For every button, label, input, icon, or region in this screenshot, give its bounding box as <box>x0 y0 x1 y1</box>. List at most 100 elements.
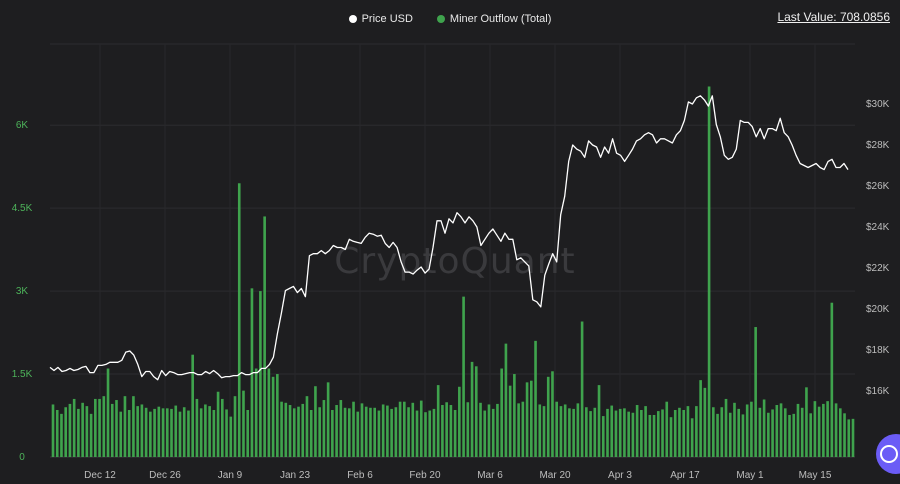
x-axis-tick: Mar 6 <box>477 470 503 481</box>
right-axis-tick: $28K <box>866 140 890 151</box>
outflow-bar <box>60 413 63 457</box>
left-axis-tick: 6K <box>16 120 29 131</box>
outflow-bar <box>352 401 355 457</box>
outflow-bar <box>673 409 677 457</box>
outflow-bar <box>360 403 364 457</box>
outflow-bar <box>314 386 317 457</box>
outflow-bar <box>428 410 432 457</box>
outflow-bar <box>686 406 690 457</box>
outflow-bar <box>335 405 338 457</box>
chat-icon <box>880 445 898 463</box>
right-axis-tick: $26K <box>866 181 890 192</box>
outflow-bar <box>809 413 812 457</box>
outflow-bar <box>614 410 618 457</box>
outflow-bar <box>783 408 787 457</box>
x-axis-tick: Dec 12 <box>84 470 116 481</box>
outflow-bar <box>453 409 457 457</box>
outflow-bar <box>720 407 724 457</box>
outflow-bar <box>762 399 766 457</box>
x-axis-tick: Feb 6 <box>347 470 373 481</box>
outflow-bar <box>411 402 415 457</box>
left-axis-tick: 0 <box>19 452 25 463</box>
outflow-bar <box>521 401 525 457</box>
outflow-bar <box>110 403 114 457</box>
x-axis-tick: Apr 3 <box>608 470 632 481</box>
outflow-bar <box>326 382 330 457</box>
outflow-bar <box>843 413 846 457</box>
outflow-bar <box>817 406 821 457</box>
outflow-bar <box>280 401 283 457</box>
outflow-bar <box>127 409 131 457</box>
x-axis-tick: Dec 26 <box>149 470 181 481</box>
outflow-bar <box>364 406 368 457</box>
outflow-bar <box>94 398 97 457</box>
outflow-bar <box>85 406 89 457</box>
outflow-bar <box>563 404 567 457</box>
outflow-bar <box>221 398 224 457</box>
last-value-link[interactable]: Last Value: 708.0856 <box>777 10 890 24</box>
outflow-bar <box>271 376 275 457</box>
outflow-bar <box>724 398 728 457</box>
outflow-bar <box>771 409 774 457</box>
outflow-bar <box>508 385 512 457</box>
outflow-bar <box>394 407 398 457</box>
outflow-bar <box>149 411 152 457</box>
outflow-bar <box>449 405 453 457</box>
outflow-bar <box>309 409 313 457</box>
x-axis-tick: May 1 <box>736 470 764 481</box>
outflow-bar <box>64 407 68 457</box>
outflow-bar <box>288 405 292 457</box>
outflow-bar <box>182 407 186 457</box>
price-line <box>49 95 849 381</box>
outflow-bar <box>822 403 825 457</box>
outflow-bar <box>419 400 423 457</box>
x-axis-tick: Apr 17 <box>670 470 700 481</box>
outflow-bar <box>157 406 161 457</box>
outflow-bar <box>487 404 491 457</box>
outflow-bar <box>627 411 630 457</box>
outflow-bar <box>191 354 194 457</box>
outflow-bar <box>496 403 499 457</box>
outflow-bar <box>132 396 135 457</box>
outflow-bar <box>140 404 144 457</box>
outflow-bar <box>263 216 266 457</box>
outflow-bar <box>462 296 465 457</box>
outflow-bar <box>750 401 753 457</box>
outflow-bar <box>390 408 393 457</box>
outflow-bar <box>436 385 440 457</box>
outflow-bar <box>775 405 779 457</box>
chat-support-button[interactable] <box>876 434 900 474</box>
outflow-bar <box>403 401 406 457</box>
x-axis-tick: Jan 23 <box>280 470 310 481</box>
legend-item-outflow[interactable]: Miner Outflow (Total) <box>436 10 551 28</box>
outflow-bar <box>233 396 237 457</box>
outflow-bar <box>339 400 343 457</box>
outflow-bar <box>119 411 123 457</box>
outflow-bar <box>170 408 173 457</box>
outflow-bar <box>98 398 101 457</box>
outflow-bar <box>788 414 791 457</box>
right-axis-tick: $30K <box>866 99 890 110</box>
outflow-bar <box>623 408 626 457</box>
outflow-bar <box>81 402 84 457</box>
outflow-bars <box>51 86 855 458</box>
outflow-legend-dot <box>436 15 445 23</box>
outflow-bar <box>576 403 580 457</box>
outflow-bar <box>665 401 669 457</box>
outflow-bar <box>174 405 178 457</box>
outflow-bar <box>225 409 228 457</box>
outflow-bar <box>779 403 783 457</box>
outflow-bar <box>618 408 622 457</box>
outflow-bar <box>758 407 762 457</box>
outflow-bar <box>407 407 410 457</box>
outflow-bar <box>216 391 220 457</box>
outflow-bar <box>445 402 448 457</box>
outflow-bar <box>267 368 271 457</box>
outflow-bar <box>678 407 681 457</box>
axis-labels: 0 1.5K 3K 4.5K 6K $16K $18K $20K $22K $24K $26K $28… <box>12 99 890 481</box>
outflow-bar <box>161 408 165 457</box>
chart-legend: Price USD Miner Outflow (Total) <box>0 10 900 28</box>
outflow-bar <box>792 413 796 457</box>
outflow-bar <box>593 407 597 457</box>
legend-item-price[interactable]: Price USD <box>348 10 413 28</box>
